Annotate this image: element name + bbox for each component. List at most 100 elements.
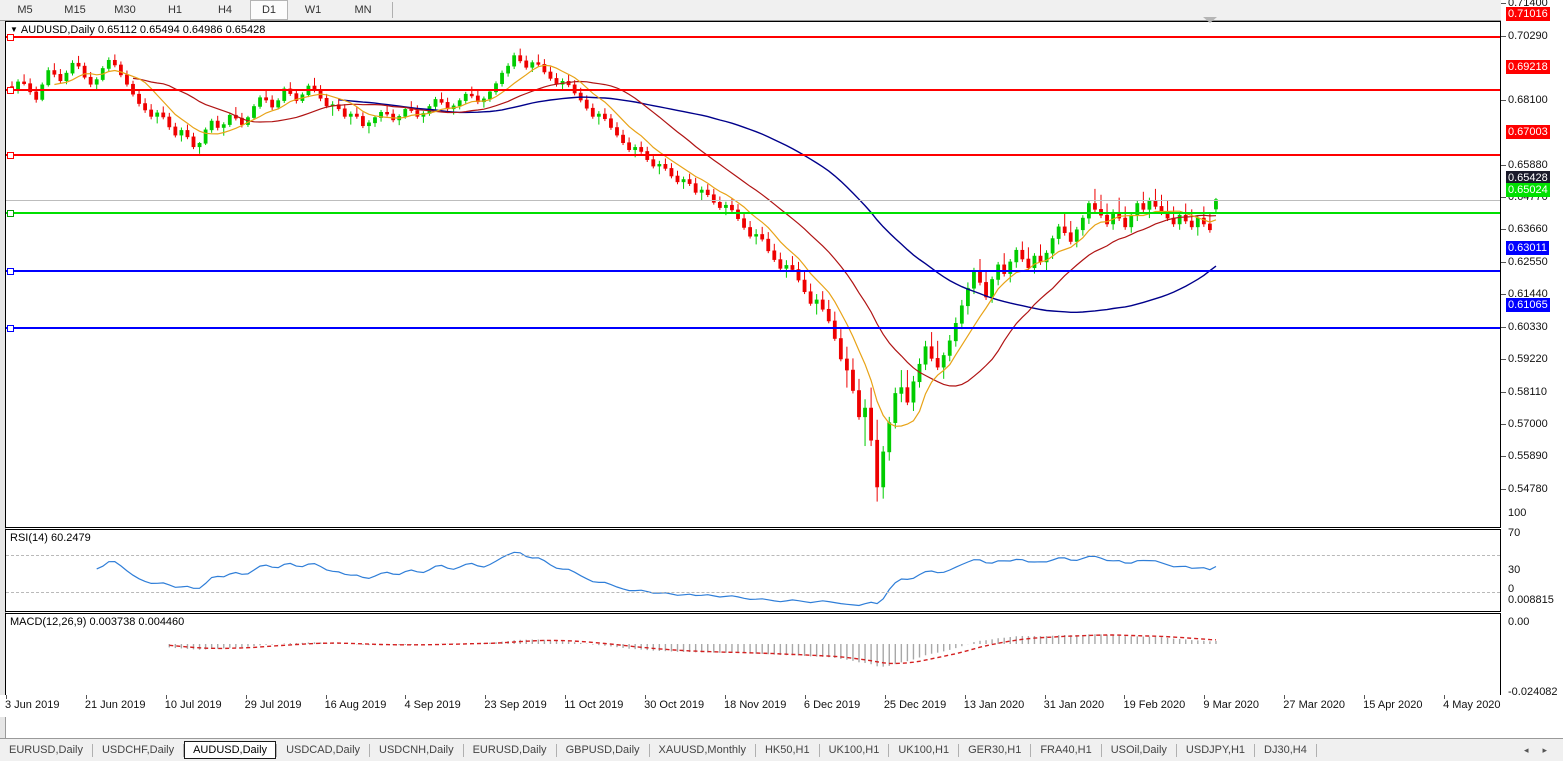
candlestick-canvas — [10, 48, 1218, 502]
date-tick — [1444, 695, 1446, 699]
price-tick-label: 0.59220 — [1508, 353, 1548, 366]
date-tick — [485, 695, 487, 699]
level-line-resistance[interactable] — [6, 34, 1500, 42]
price-tick — [1501, 456, 1506, 458]
date-tick — [964, 695, 966, 699]
rsi-scale-label: 0 — [1508, 583, 1515, 595]
symbol-tab-ger30-h1[interactable]: GER30,H1 — [968, 744, 1022, 756]
date-scale[interactable]: 3 Jun 2019 21 Jun 2019 10 Jul 2019 29 Jul 2… — [0, 695, 1563, 717]
tab-separator — [91, 743, 93, 757]
price-marker-blue[interactable]: 0.63011 — [1506, 241, 1549, 256]
price-marker-red[interactable]: 0.67003 — [1506, 124, 1550, 139]
toolbar-divider — [392, 2, 393, 18]
price-pane-label: ▼ AUDUSD,Daily 0.65112 0.65494 0.64986 0.… — [10, 24, 265, 36]
level-line-support[interactable] — [6, 268, 1500, 276]
macd-histogram — [168, 634, 1217, 667]
tab-next-icon[interactable]: ▸ — [1542, 744, 1547, 755]
symbol-tab-usoil-daily[interactable]: USOil,Daily — [1110, 744, 1167, 756]
symbol-tab-bar[interactable]: EURUSD,Daily USDCHF,Daily AUDUSD,Daily USDC… — [0, 738, 1563, 761]
symbol-tab-fra40-h1[interactable]: FRA40,H1 — [1040, 744, 1092, 756]
level-handle[interactable] — [7, 86, 14, 94]
level-line-support[interactable] — [6, 325, 1500, 333]
macd-canvas — [168, 634, 1217, 667]
date-tick-label: 9 Mar 2020 — [1203, 699, 1260, 711]
price-tick-label: 0.57000 — [1508, 418, 1548, 431]
level-handle[interactable] — [7, 268, 14, 276]
symbol-tab-eurusd-daily[interactable]: EURUSD,Daily — [9, 744, 83, 756]
timeframe-m15[interactable]: M15 — [64, 4, 86, 16]
price-tick — [1501, 164, 1506, 166]
symbol-tab-uk100-h1[interactable]: UK100,H1 — [898, 744, 950, 756]
timeframe-d1[interactable]: D1 — [250, 0, 288, 20]
timeframe-m5[interactable]: M5 — [17, 4, 33, 16]
price-tick-label: 0.68100 — [1508, 93, 1548, 106]
level-line-resistance[interactable] — [6, 151, 1500, 159]
rsi-level-70 — [6, 555, 1500, 556]
date-tick-label: 27 Mar 2020 — [1283, 699, 1346, 711]
timeframe-mn[interactable]: MN — [354, 4, 372, 16]
symbol-tab-eurusd-daily[interactable]: EURUSD,Daily — [472, 744, 547, 756]
price-scale[interactable]: 0.71400 0.70290 0.68100 0.65880 0.64770 0.636… — [1501, 0, 1563, 717]
symbol-tab-usdjpy-h1[interactable]: USDJPY,H1 — [1185, 744, 1246, 756]
timeframe-h1[interactable]: H1 — [167, 4, 183, 16]
symbol-tab-hk50-h1[interactable]: HK50,H1 — [764, 744, 810, 756]
price-marker-blue[interactable]: 0.61065 — [1506, 298, 1550, 313]
price-tick — [1501, 488, 1506, 490]
price-tick — [1501, 3, 1506, 5]
level-line-resistance[interactable] — [6, 86, 1500, 94]
symbol-tab-usdcnh-daily[interactable]: USDCNH,Daily — [379, 744, 454, 756]
level-line-support[interactable] — [6, 209, 1500, 217]
level-handle[interactable] — [7, 209, 14, 217]
symbol-tab-xauusd-monthly[interactable]: XAUUSD,Monthly — [658, 744, 746, 756]
price-marker-red[interactable]: 0.71016 — [1506, 7, 1550, 22]
level-handle[interactable] — [7, 34, 14, 42]
tab-nav[interactable]: ◂ ▸ — [1524, 745, 1563, 756]
price-tick-label: 0.65880 — [1508, 158, 1548, 171]
symbol-tab-gbpusd-daily[interactable]: GBPUSD,Daily — [565, 744, 640, 756]
date-tick — [1204, 695, 1206, 699]
price-marker-green[interactable]: 0.65024 — [1506, 182, 1550, 197]
symbol-tab-uk100-h1[interactable]: UK100,H1 — [828, 744, 880, 756]
price-pane[interactable]: ▼ AUDUSD,Daily 0.65112 0.65494 0.64986 0.… — [5, 21, 1501, 528]
price-tick-label: 0.55890 — [1508, 450, 1548, 463]
price-tick-label: 0.71400 — [1508, 0, 1548, 10]
date-tick-label: 18 Nov 2019 — [724, 699, 787, 711]
tab-separator — [958, 743, 960, 757]
level-line-last-price[interactable] — [6, 199, 1500, 201]
scroll-position-marker-icon[interactable] — [1203, 17, 1217, 23]
date-tick-label: 4 May 2020 — [1443, 699, 1501, 711]
price-tick — [1501, 359, 1506, 361]
date-tick — [405, 695, 407, 699]
price-marker-black[interactable]: 0.65428 — [1506, 170, 1550, 185]
date-tick-label: 15 Apr 2020 — [1363, 699, 1423, 711]
timeframe-toolbar[interactable]: M5 M15 M30 H1 H4 D1 W1 MN — [0, 0, 1563, 21]
symbol-tab-usdcad-daily[interactable]: USDCAD,Daily — [286, 744, 361, 756]
date-tick — [6, 695, 7, 699]
date-tick — [1364, 695, 1366, 699]
date-tick-label: 6 Dec 2019 — [803, 699, 861, 711]
price-marker-red[interactable]: 0.69218 — [1506, 59, 1550, 74]
date-tick — [1284, 695, 1286, 699]
timeframe-h4[interactable]: H4 — [217, 4, 233, 16]
price-tick-label: 0.58110 — [1508, 385, 1547, 398]
timeframe-w1[interactable]: W1 — [304, 4, 322, 16]
date-tick — [565, 695, 567, 699]
level-handle[interactable] — [7, 151, 14, 159]
date-tick-label: 11 Oct 2019 — [564, 699, 624, 711]
tab-separator — [1315, 743, 1317, 757]
tab-separator — [648, 743, 650, 757]
date-tick — [1044, 695, 1046, 699]
level-handle[interactable] — [7, 325, 14, 333]
symbol-tab-dj30-h4[interactable]: DJ30,H4 — [1264, 744, 1307, 756]
date-tick-label: 19 Feb 2020 — [1123, 699, 1186, 711]
symbol-tab-audusd-daily[interactable]: AUDUSD,Daily — [184, 741, 277, 759]
collapse-arrow-icon[interactable]: ▼ — [10, 25, 18, 34]
date-tick-label: 29 Jul 2019 — [244, 699, 302, 711]
tab-prev-icon[interactable]: ◂ — [1523, 744, 1529, 755]
rsi-pane[interactable]: RSI(14) 60.2479 — [5, 529, 1501, 612]
date-tick — [884, 695, 886, 699]
symbol-tab-usdchf-daily[interactable]: USDCHF,Daily — [101, 744, 175, 756]
rsi-canvas — [96, 551, 1217, 607]
timeframe-m30[interactable]: M30 — [114, 4, 136, 16]
tab-separator — [754, 743, 756, 757]
